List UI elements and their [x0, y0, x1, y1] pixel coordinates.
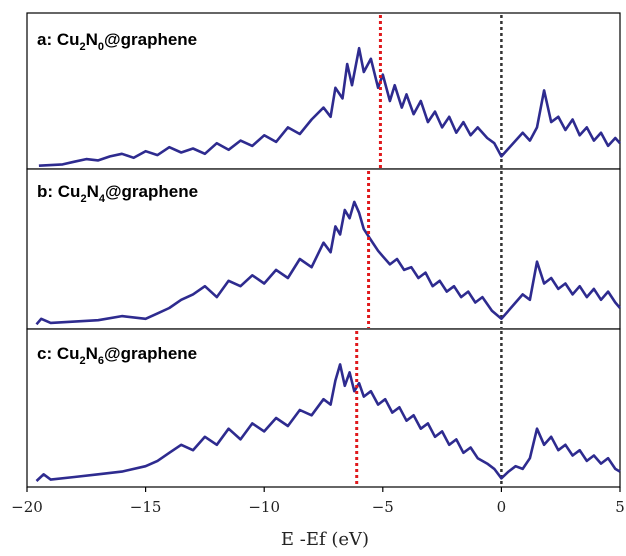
- panel-a-dos-curve: [38, 46, 621, 167]
- panel-c-label-suffix: @graphene: [104, 344, 197, 363]
- panel-c-label-sub1: 2: [80, 355, 86, 367]
- x-tick-label: 5: [615, 498, 625, 516]
- x-tick-label: −20: [11, 498, 43, 516]
- panel-a-label-suffix: @graphene: [104, 30, 197, 49]
- x-axis-title: E -Ef (eV): [281, 529, 369, 550]
- panel-c-dos-curve: [35, 363, 621, 482]
- panel-b-lines: [35, 171, 621, 328]
- panel-a-label-sub1: 2: [80, 41, 86, 53]
- panel-c-label: c: Cu2N6@graphene: [37, 344, 197, 367]
- panel-a-label: a: Cu2N0@graphene: [37, 30, 197, 53]
- panel-c-label-mid: N: [86, 344, 98, 363]
- x-tick-label: −15: [130, 498, 162, 516]
- panel-b-label-suffix: @graphene: [105, 182, 198, 201]
- panel-a: a: Cu2N0@graphene: [26, 12, 621, 170]
- panel-c-label-sub2: 6: [98, 355, 104, 367]
- panel-a-label-mid: N: [86, 30, 98, 49]
- panel-a-label-prefix: a: Cu: [37, 30, 80, 49]
- panel-b-frame: [26, 168, 621, 330]
- panel-b-label-sub1: 2: [80, 193, 86, 205]
- panel-a-lines: [38, 15, 621, 168]
- panel-c-label-prefix: c: Cu: [37, 344, 80, 363]
- panel-a-label-sub2: 0: [98, 41, 104, 53]
- panel-b-label: b: Cu2N4@graphene: [37, 182, 198, 205]
- x-tick-label: −10: [248, 498, 280, 516]
- panel-b-label-sub2: 4: [99, 193, 106, 205]
- panel-b-label-prefix: b: Cu: [37, 182, 80, 201]
- panel-c-lines: [35, 331, 621, 486]
- panel-b: b: Cu2N4@graphene: [26, 168, 621, 330]
- panel-c-frame: [26, 328, 621, 488]
- panel-a-frame: [26, 12, 621, 170]
- x-axis: −20 −15 −10 −5 0 5: [11, 487, 625, 516]
- panel-b-dos-curve: [35, 200, 621, 326]
- panel-b-label-mid: N: [87, 182, 99, 201]
- x-tick-label: 0: [497, 498, 507, 516]
- panel-c: c: Cu2N6@graphene: [26, 328, 621, 488]
- x-tick-label: −5: [372, 498, 394, 516]
